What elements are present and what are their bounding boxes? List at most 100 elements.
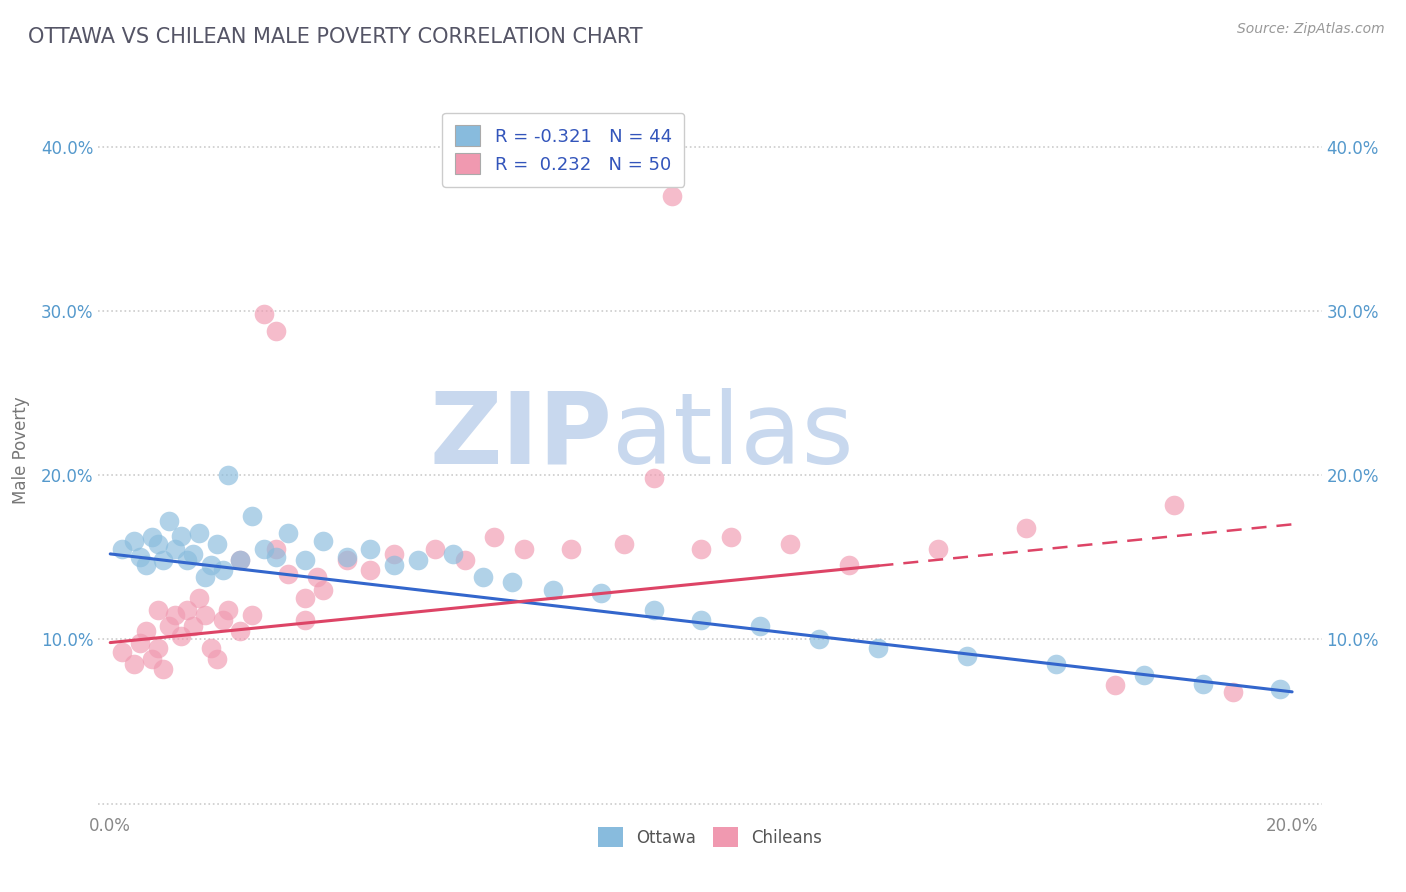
Point xyxy=(501,574,523,589)
Point xyxy=(165,607,187,622)
Text: OTTAWA VS CHILEAN MALE POVERTY CORRELATION CHART: OTTAWA VS CHILEAN MALE POVERTY CORRELATI… xyxy=(28,27,643,46)
Point xyxy=(643,603,665,617)
Point xyxy=(720,531,742,545)
Point xyxy=(1270,681,1292,696)
Point xyxy=(1015,521,1038,535)
Point xyxy=(1133,668,1156,682)
Point xyxy=(141,652,163,666)
Point xyxy=(229,624,252,639)
Point xyxy=(1163,498,1185,512)
Point xyxy=(276,525,298,540)
Point xyxy=(211,613,233,627)
Point xyxy=(312,533,335,548)
Point xyxy=(956,648,979,663)
Point xyxy=(146,603,169,617)
Point xyxy=(294,613,316,627)
Point xyxy=(454,553,477,567)
Point xyxy=(294,553,316,567)
Point xyxy=(643,471,665,485)
Point xyxy=(1222,685,1244,699)
Point xyxy=(441,547,464,561)
Point xyxy=(135,624,157,639)
Point xyxy=(157,514,180,528)
Point xyxy=(157,619,180,633)
Point xyxy=(194,607,217,622)
Point xyxy=(187,591,209,606)
Point xyxy=(211,563,233,577)
Point xyxy=(253,541,276,556)
Point xyxy=(240,607,263,622)
Point xyxy=(205,652,228,666)
Point xyxy=(253,307,276,321)
Point xyxy=(927,541,949,556)
Text: ZIP: ZIP xyxy=(429,387,612,484)
Legend: Ottawa, Chileans: Ottawa, Chileans xyxy=(592,821,828,854)
Point xyxy=(217,468,239,483)
Point xyxy=(690,613,713,627)
Point xyxy=(194,570,217,584)
Point xyxy=(276,566,298,581)
Point xyxy=(176,553,198,567)
Point xyxy=(1192,676,1215,690)
Point xyxy=(838,558,860,573)
Point xyxy=(264,550,287,565)
Point xyxy=(294,591,316,606)
Point xyxy=(146,537,169,551)
Point xyxy=(264,324,287,338)
Point xyxy=(1045,657,1067,671)
Text: atlas: atlas xyxy=(612,387,853,484)
Point xyxy=(141,531,163,545)
Point xyxy=(122,533,145,548)
Text: Source: ZipAtlas.com: Source: ZipAtlas.com xyxy=(1237,22,1385,37)
Point xyxy=(359,563,381,577)
Point xyxy=(187,525,209,540)
Point xyxy=(181,547,204,561)
Point xyxy=(176,603,198,617)
Point xyxy=(406,553,429,567)
Point xyxy=(128,635,150,649)
Point xyxy=(359,541,381,556)
Point xyxy=(560,541,582,556)
Point xyxy=(868,640,890,655)
Point xyxy=(808,632,831,647)
Point xyxy=(229,553,252,567)
Point xyxy=(170,529,193,543)
Point xyxy=(425,541,447,556)
Point xyxy=(690,541,713,556)
Point xyxy=(471,570,494,584)
Point xyxy=(152,553,174,567)
Point xyxy=(217,603,239,617)
Point xyxy=(240,509,263,524)
Point xyxy=(307,570,329,584)
Point xyxy=(170,629,193,643)
Point xyxy=(336,550,359,565)
Point xyxy=(749,619,772,633)
Point xyxy=(128,550,150,565)
Y-axis label: Male Poverty: Male Poverty xyxy=(11,397,30,504)
Point xyxy=(111,541,134,556)
Point xyxy=(165,541,187,556)
Point xyxy=(146,640,169,655)
Point xyxy=(513,541,536,556)
Point xyxy=(779,537,801,551)
Point xyxy=(589,586,612,600)
Point xyxy=(661,189,683,203)
Point xyxy=(1104,678,1126,692)
Point xyxy=(229,553,252,567)
Point xyxy=(382,547,405,561)
Point xyxy=(152,662,174,676)
Point xyxy=(111,645,134,659)
Point xyxy=(613,537,636,551)
Point xyxy=(543,582,565,597)
Point xyxy=(200,640,222,655)
Point xyxy=(122,657,145,671)
Point xyxy=(264,541,287,556)
Point xyxy=(312,582,335,597)
Point xyxy=(205,537,228,551)
Point xyxy=(200,558,222,573)
Point xyxy=(135,558,157,573)
Point xyxy=(181,619,204,633)
Point xyxy=(336,553,359,567)
Point xyxy=(484,531,506,545)
Point xyxy=(382,558,405,573)
